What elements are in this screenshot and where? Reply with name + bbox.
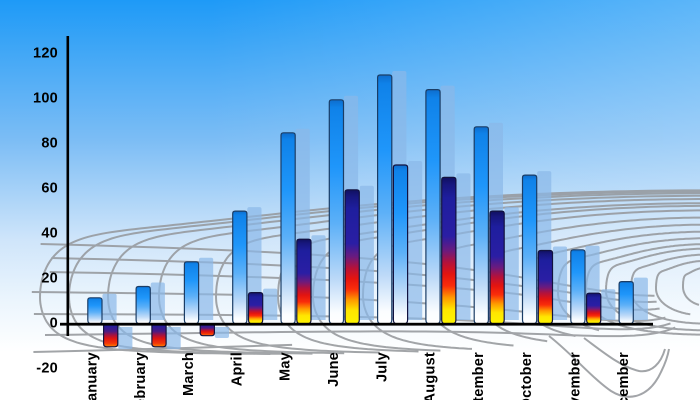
svg-text:July: July: [374, 352, 390, 382]
svg-text:March: March: [181, 352, 197, 396]
svg-text:April: April: [229, 352, 245, 386]
svg-text:February: February: [133, 352, 149, 400]
svg-text:20: 20: [41, 271, 58, 287]
svg-text:0: 0: [50, 316, 58, 332]
svg-text:120: 120: [33, 46, 58, 62]
svg-text:June: June: [326, 352, 342, 387]
svg-text:September: September: [471, 352, 487, 400]
svg-text:November: November: [568, 352, 584, 400]
svg-text:80: 80: [41, 136, 58, 152]
svg-text:May: May: [278, 352, 294, 381]
svg-text:October: October: [519, 352, 535, 400]
svg-text:January: January: [85, 352, 101, 400]
svg-text:-20: -20: [36, 361, 58, 377]
svg-text:100: 100: [33, 91, 58, 107]
svg-text:40: 40: [41, 226, 58, 242]
svg-text:August: August: [423, 352, 439, 400]
svg-text:December: December: [616, 352, 632, 400]
svg-text:60: 60: [41, 181, 58, 197]
